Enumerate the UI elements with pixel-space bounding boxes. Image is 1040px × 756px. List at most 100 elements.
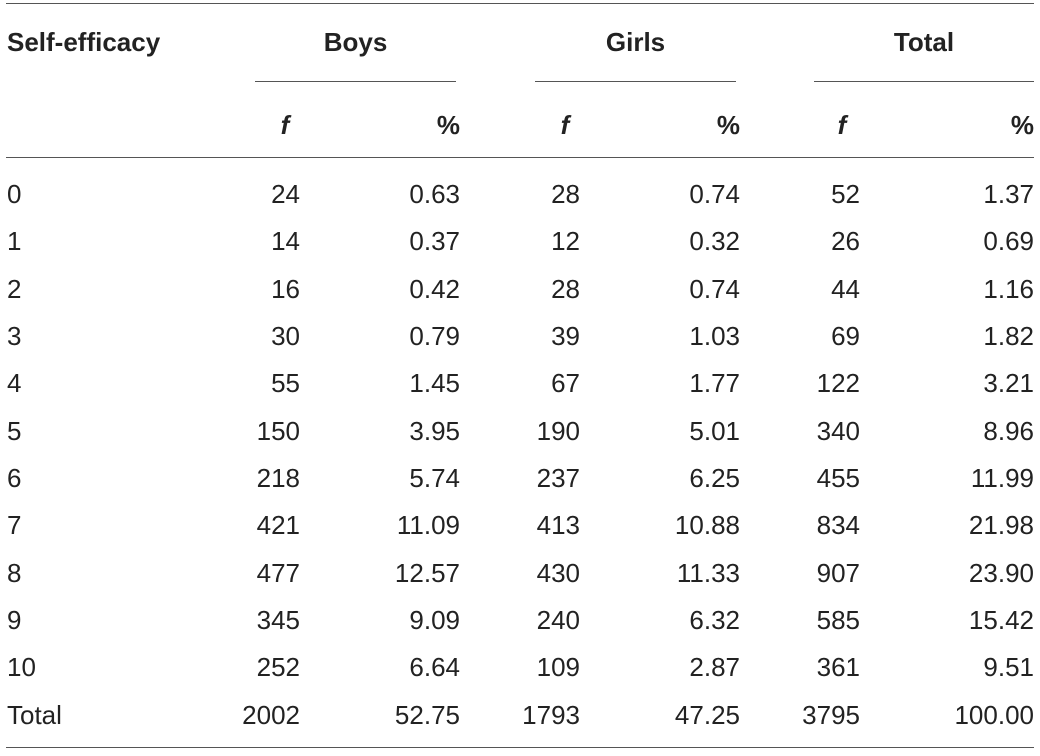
cell-total-f: 361	[816, 652, 860, 682]
subheader-boys-percent: %	[436, 110, 460, 140]
cell-self-efficacy: 4	[7, 368, 22, 398]
cell-total-percent: 15.42	[968, 605, 1034, 635]
cell-total-percent: 11.99	[970, 463, 1034, 493]
cell-self-efficacy: 10	[7, 652, 36, 682]
cell-boys-percent: 52.75	[394, 700, 460, 730]
header-total: Total	[893, 27, 955, 57]
cell-total-f: 340	[816, 416, 860, 446]
cell-boys-percent: 12.57	[394, 558, 460, 588]
cell-total-f: 907	[816, 558, 860, 588]
cell-total-percent: 1.16	[983, 274, 1034, 304]
cell-girls-f: 28	[551, 274, 580, 304]
cell-total-f: 44	[831, 274, 860, 304]
subheader-boys-f: f	[280, 110, 290, 140]
header-self-efficacy: Self-efficacy	[7, 27, 161, 57]
cell-girls-percent: 6.25	[689, 463, 740, 493]
cell-total-f: 834	[816, 510, 860, 540]
subheader-girls-f: f	[560, 110, 570, 140]
cell-boys-percent: 9.09	[409, 605, 460, 635]
cell-girls-percent: 47.25	[674, 700, 740, 730]
cell-girls-percent: 10.88	[674, 510, 740, 540]
cell-girls-f: 237	[536, 463, 580, 493]
cell-total-f: 455	[816, 463, 860, 493]
cell-girls-f: 39	[551, 321, 580, 351]
cell-boys-f: 421	[256, 510, 300, 540]
cell-boys-f: 16	[271, 274, 300, 304]
cell-self-efficacy: 9	[7, 605, 22, 635]
cell-self-efficacy: 7	[7, 510, 22, 540]
cell-boys-f: 345	[256, 605, 300, 635]
cell-girls-percent: 11.33	[676, 558, 740, 588]
cell-boys-f: 252	[256, 652, 300, 682]
cell-boys-f: 24	[271, 179, 300, 209]
cell-total-f: 26	[831, 226, 860, 256]
cell-total-percent: 1.82	[983, 321, 1034, 351]
cell-self-efficacy: 0	[7, 179, 22, 209]
cell-total-f: 69	[831, 321, 860, 351]
cell-girls-f: 413	[536, 510, 580, 540]
subheader-total-percent: %	[1010, 110, 1034, 140]
cell-self-efficacy: 6	[7, 463, 22, 493]
table-bottom-rule	[6, 747, 1034, 748]
cell-boys-percent: 0.63	[409, 179, 460, 209]
cell-boys-percent: 3.95	[409, 416, 460, 446]
cell-girls-f: 67	[551, 368, 580, 398]
cell-girls-f: 240	[536, 605, 580, 635]
cell-total-f: 122	[816, 368, 860, 398]
cell-total-percent: 0.69	[983, 226, 1034, 256]
cell-girls-percent: 2.87	[689, 652, 740, 682]
cell-girls-percent: 1.77	[689, 368, 740, 398]
cell-self-efficacy: Total	[7, 700, 62, 730]
header-girls: Girls	[605, 27, 666, 57]
cell-total-percent: 23.90	[968, 558, 1034, 588]
cell-total-f: 52	[831, 179, 860, 209]
girls-group-rule	[535, 81, 736, 82]
cell-girls-percent: 0.74	[689, 274, 740, 304]
cell-total-percent: 21.98	[968, 510, 1034, 540]
cell-self-efficacy: 8	[7, 558, 22, 588]
cell-total-f: 3795	[802, 700, 860, 730]
cell-boys-f: 2002	[242, 700, 300, 730]
cell-girls-f: 1793	[522, 700, 580, 730]
subheader-girls-percent: %	[716, 110, 740, 140]
total-group-rule	[814, 81, 1034, 82]
cell-girls-f: 12	[551, 226, 580, 256]
cell-boys-percent: 0.42	[409, 274, 460, 304]
cell-girls-percent: 5.01	[689, 416, 740, 446]
cell-boys-percent: 0.79	[409, 321, 460, 351]
cell-self-efficacy: 1	[7, 226, 22, 256]
cell-total-percent: 3.21	[983, 368, 1034, 398]
cell-boys-f: 14	[271, 226, 300, 256]
header-bottom-rule	[6, 157, 1034, 158]
cell-boys-percent: 11.09	[396, 510, 460, 540]
cell-girls-percent: 6.32	[689, 605, 740, 635]
cell-self-efficacy: 3	[7, 321, 22, 351]
cell-girls-f: 28	[551, 179, 580, 209]
boys-group-rule	[255, 81, 456, 82]
cell-girls-percent: 0.74	[689, 179, 740, 209]
cell-boys-percent: 1.45	[409, 368, 460, 398]
cell-self-efficacy: 2	[7, 274, 22, 304]
cell-boys-f: 55	[271, 368, 300, 398]
cell-boys-f: 477	[256, 558, 300, 588]
cell-total-percent: 100.00	[954, 700, 1034, 730]
cell-boys-f: 218	[256, 463, 300, 493]
subheader-total-f: f	[837, 110, 847, 140]
cell-boys-percent: 6.64	[409, 652, 460, 682]
cell-boys-percent: 5.74	[409, 463, 460, 493]
cell-girls-percent: 0.32	[689, 226, 740, 256]
table-top-rule	[6, 3, 1034, 4]
cell-self-efficacy: 5	[7, 416, 22, 446]
cell-boys-f: 150	[256, 416, 300, 446]
cell-boys-f: 30	[271, 321, 300, 351]
header-boys: Boys	[323, 27, 388, 57]
cell-total-percent: 8.96	[983, 416, 1034, 446]
cell-girls-f: 430	[536, 558, 580, 588]
cell-boys-percent: 0.37	[409, 226, 460, 256]
cell-girls-percent: 1.03	[689, 321, 740, 351]
cell-total-percent: 1.37	[983, 179, 1034, 209]
cell-girls-f: 109	[536, 652, 580, 682]
cell-total-percent: 9.51	[983, 652, 1034, 682]
cell-girls-f: 190	[536, 416, 580, 446]
